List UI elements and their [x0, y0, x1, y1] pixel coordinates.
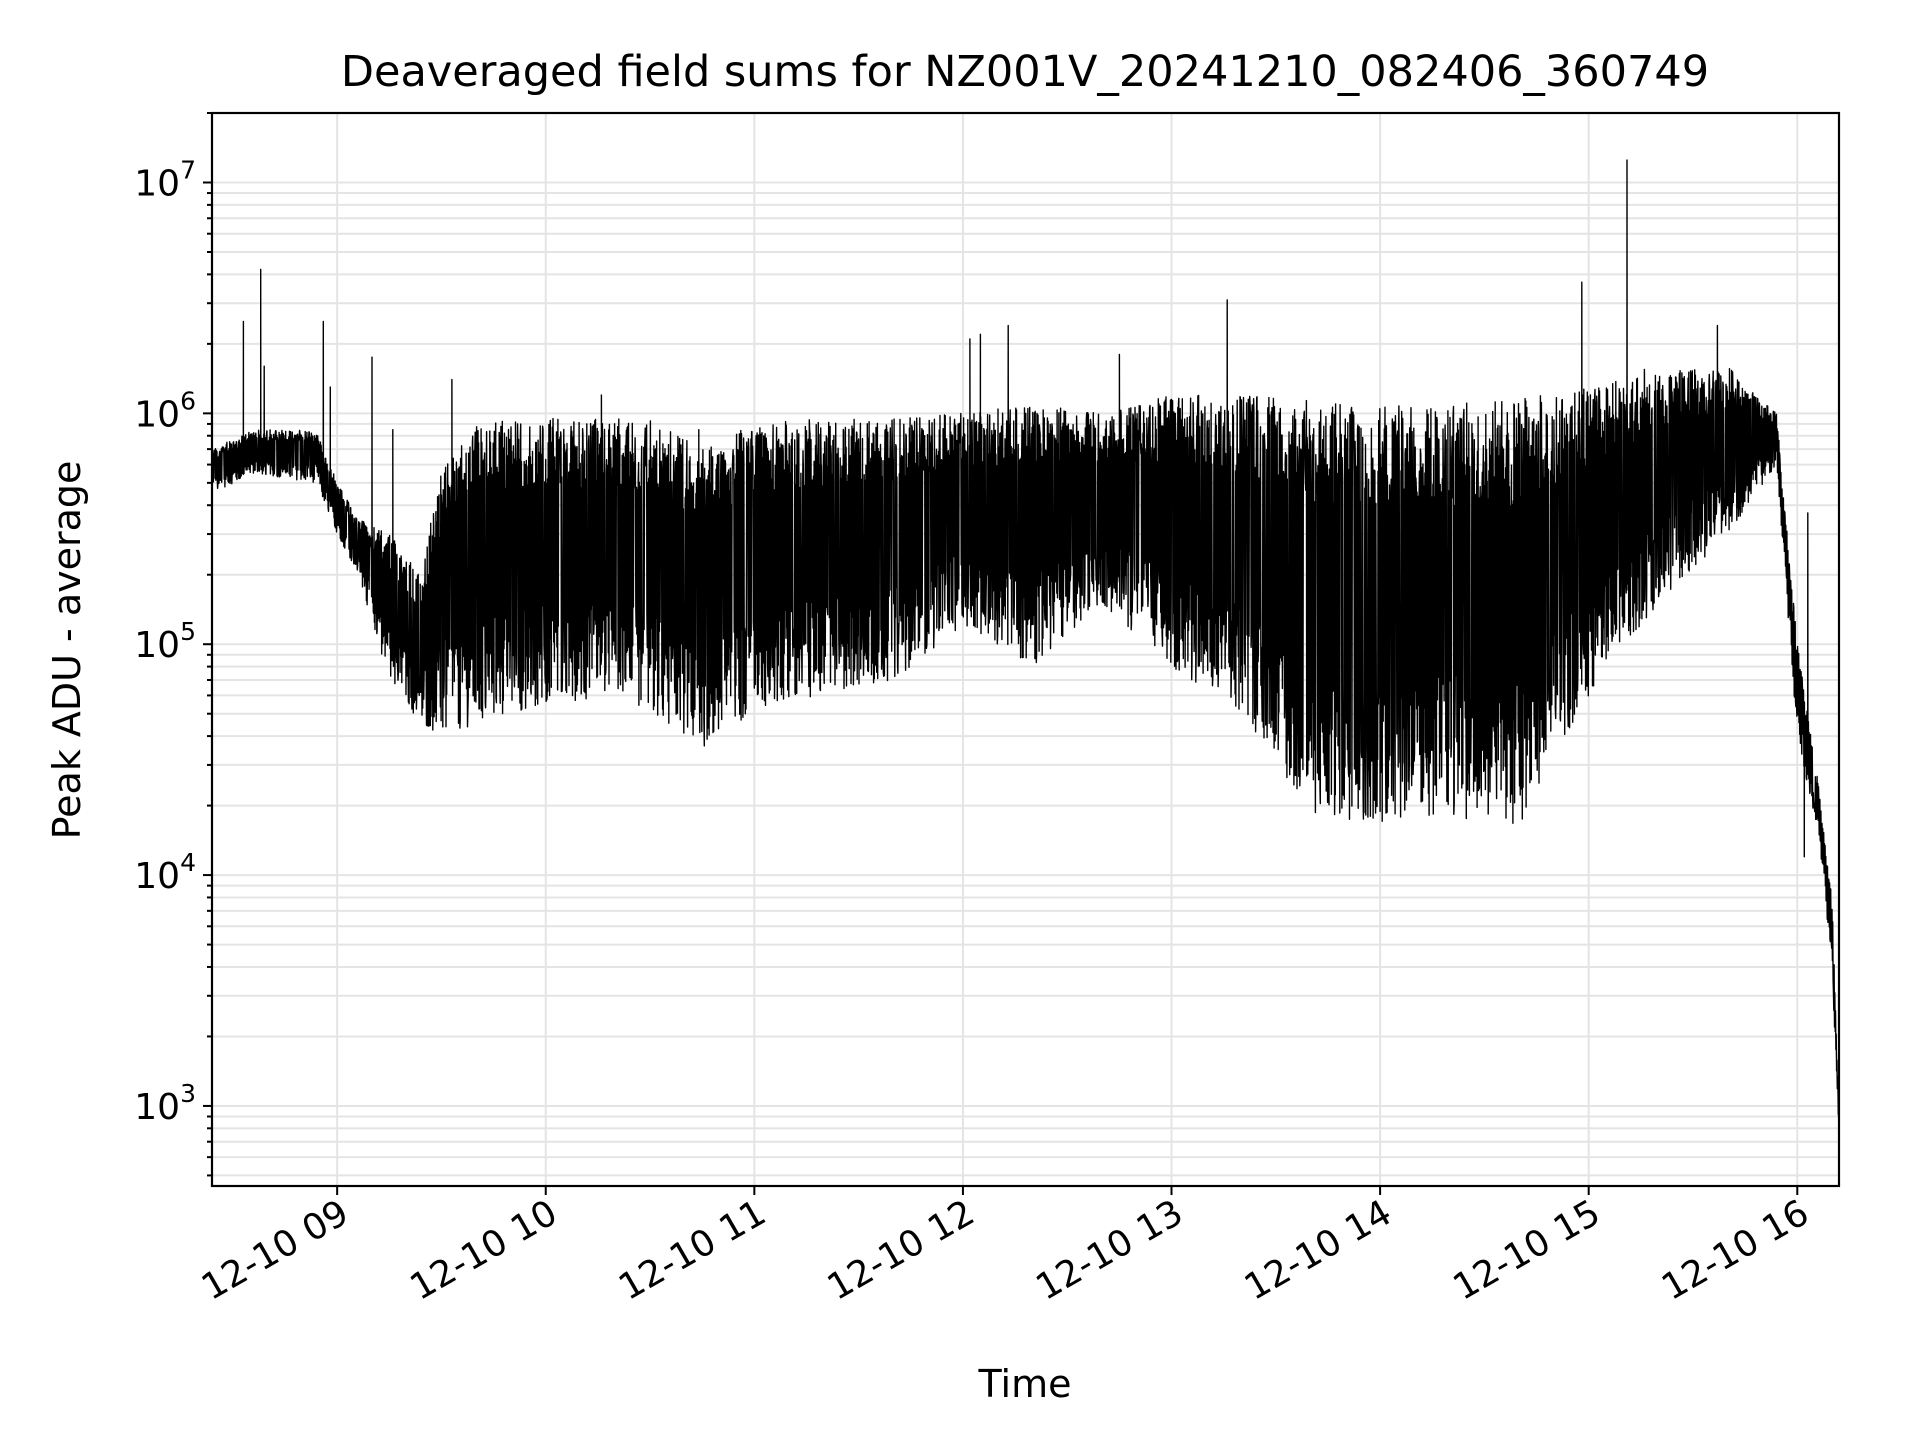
series-line: [211, 159, 1840, 1140]
y-tick-exponent: 7: [180, 155, 196, 184]
y-tick-base: 10: [134, 625, 180, 666]
y-tick-exponent: 4: [180, 848, 196, 877]
x-axis-label: Time: [978, 1362, 1072, 1406]
y-tick-exponent: 3: [180, 1079, 196, 1108]
chart-title: Deaveraged field sums for NZ001V_2024121…: [341, 47, 1709, 97]
y-tick-base: 10: [134, 394, 180, 435]
y-tick-label: 106: [134, 386, 196, 435]
y-tick-base: 10: [134, 856, 180, 897]
y-tick-label: 103: [134, 1079, 196, 1128]
series-layer: [211, 159, 1840, 1140]
y-tick-base: 10: [134, 163, 180, 204]
y-tick-label: 105: [134, 617, 196, 666]
plot-frame: [210, 111, 1841, 1188]
y-tick-base: 10: [134, 1087, 180, 1128]
y-tick-exponent: 6: [180, 386, 196, 415]
y-tick-label: 107: [134, 155, 196, 204]
y-tick-label: 104: [134, 848, 196, 897]
y-tick-exponent: 5: [180, 617, 196, 646]
y-axis-label: Peak ADU - average: [45, 461, 89, 840]
